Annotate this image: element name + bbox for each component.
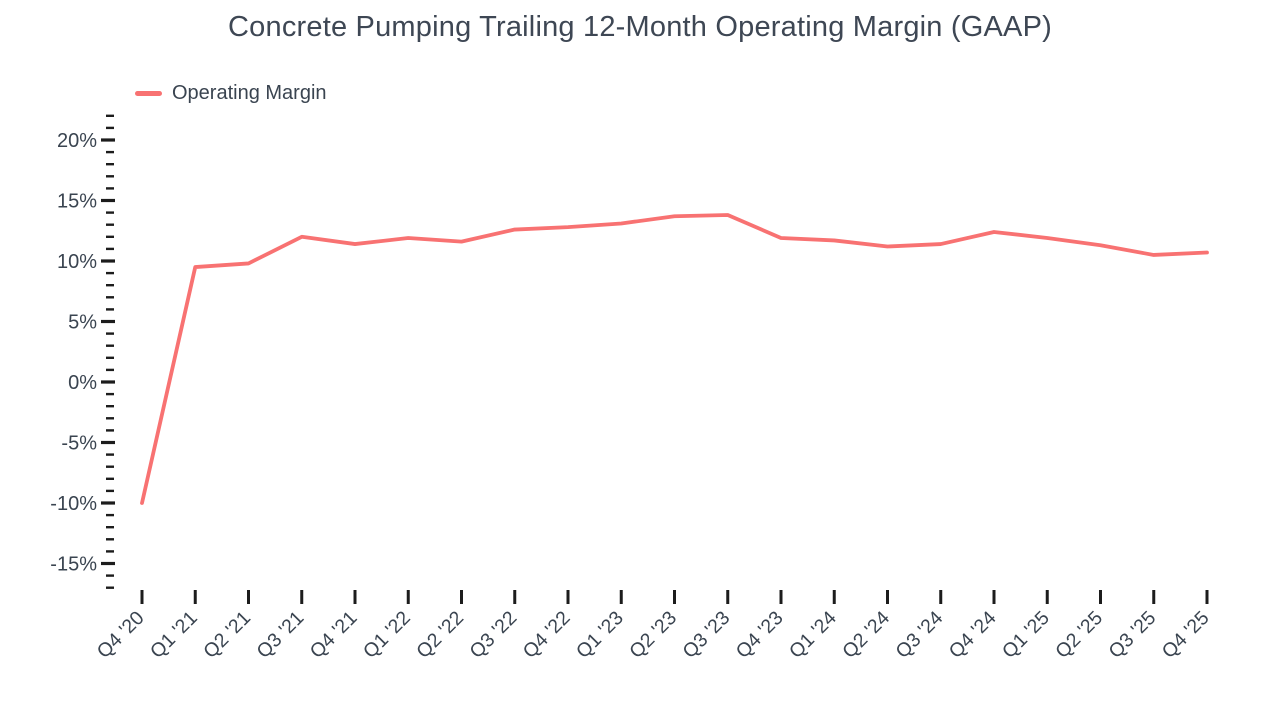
legend: Operating Margin <box>135 81 327 105</box>
x-axis-tick-label: Q2 '22 <box>412 607 468 663</box>
x-axis-tick-label: Q4 '21 <box>306 607 362 663</box>
x-axis-tick-label: Q4 '20 <box>93 607 149 663</box>
x-axis-tick-label: Q3 '21 <box>253 607 309 663</box>
x-axis-tick-label: Q3 '23 <box>679 607 735 663</box>
x-axis-tick-label: Q1 '22 <box>359 607 415 663</box>
legend-swatch-operating-margin <box>135 90 162 96</box>
y-axis-tick-label: 10% <box>57 251 97 273</box>
x-axis-tick-label: Q1 '24 <box>785 607 841 663</box>
y-axis-tick-label: -15% <box>50 554 97 576</box>
x-axis-tick-label: Q1 '23 <box>572 607 628 663</box>
x-axis-tick-label: Q3 '22 <box>466 607 522 663</box>
x-axis-tick-label: Q2 '25 <box>1051 607 1107 663</box>
page-title: Concrete Pumping Trailing 12-Month Opera… <box>228 11 1052 43</box>
x-axis-tick-label: Q4 '25 <box>1158 607 1214 663</box>
y-axis-tick-label: 0% <box>68 372 97 394</box>
x-axis-tick-label: Q4 '22 <box>519 607 575 663</box>
x-axis-tick-label: Q2 '24 <box>838 607 894 663</box>
y-axis-tick-label: 20% <box>57 130 97 152</box>
x-axis-tick-label: Q3 '25 <box>1105 607 1161 663</box>
x-axis-tick-label: Q4 '24 <box>945 607 1001 663</box>
y-axis-tick-label: 5% <box>68 312 97 334</box>
x-axis-tick-label: Q2 '23 <box>625 607 681 663</box>
x-axis-tick-label: Q1 '21 <box>146 607 202 663</box>
legend-label: Operating Margin <box>172 81 327 104</box>
x-axis-tick-label: Q4 '23 <box>732 607 788 663</box>
operating-margin-line <box>140 213 1209 505</box>
y-axis-tick-label: -10% <box>50 493 97 515</box>
x-axis-tick-label: Q1 '25 <box>998 607 1054 663</box>
y-axis-tick-label: -5% <box>61 433 97 455</box>
x-axis-tick-label: Q2 '21 <box>199 607 255 663</box>
y-axis-tick-label: 15% <box>57 191 97 213</box>
x-axis-tick-label: Q3 '24 <box>892 607 948 663</box>
